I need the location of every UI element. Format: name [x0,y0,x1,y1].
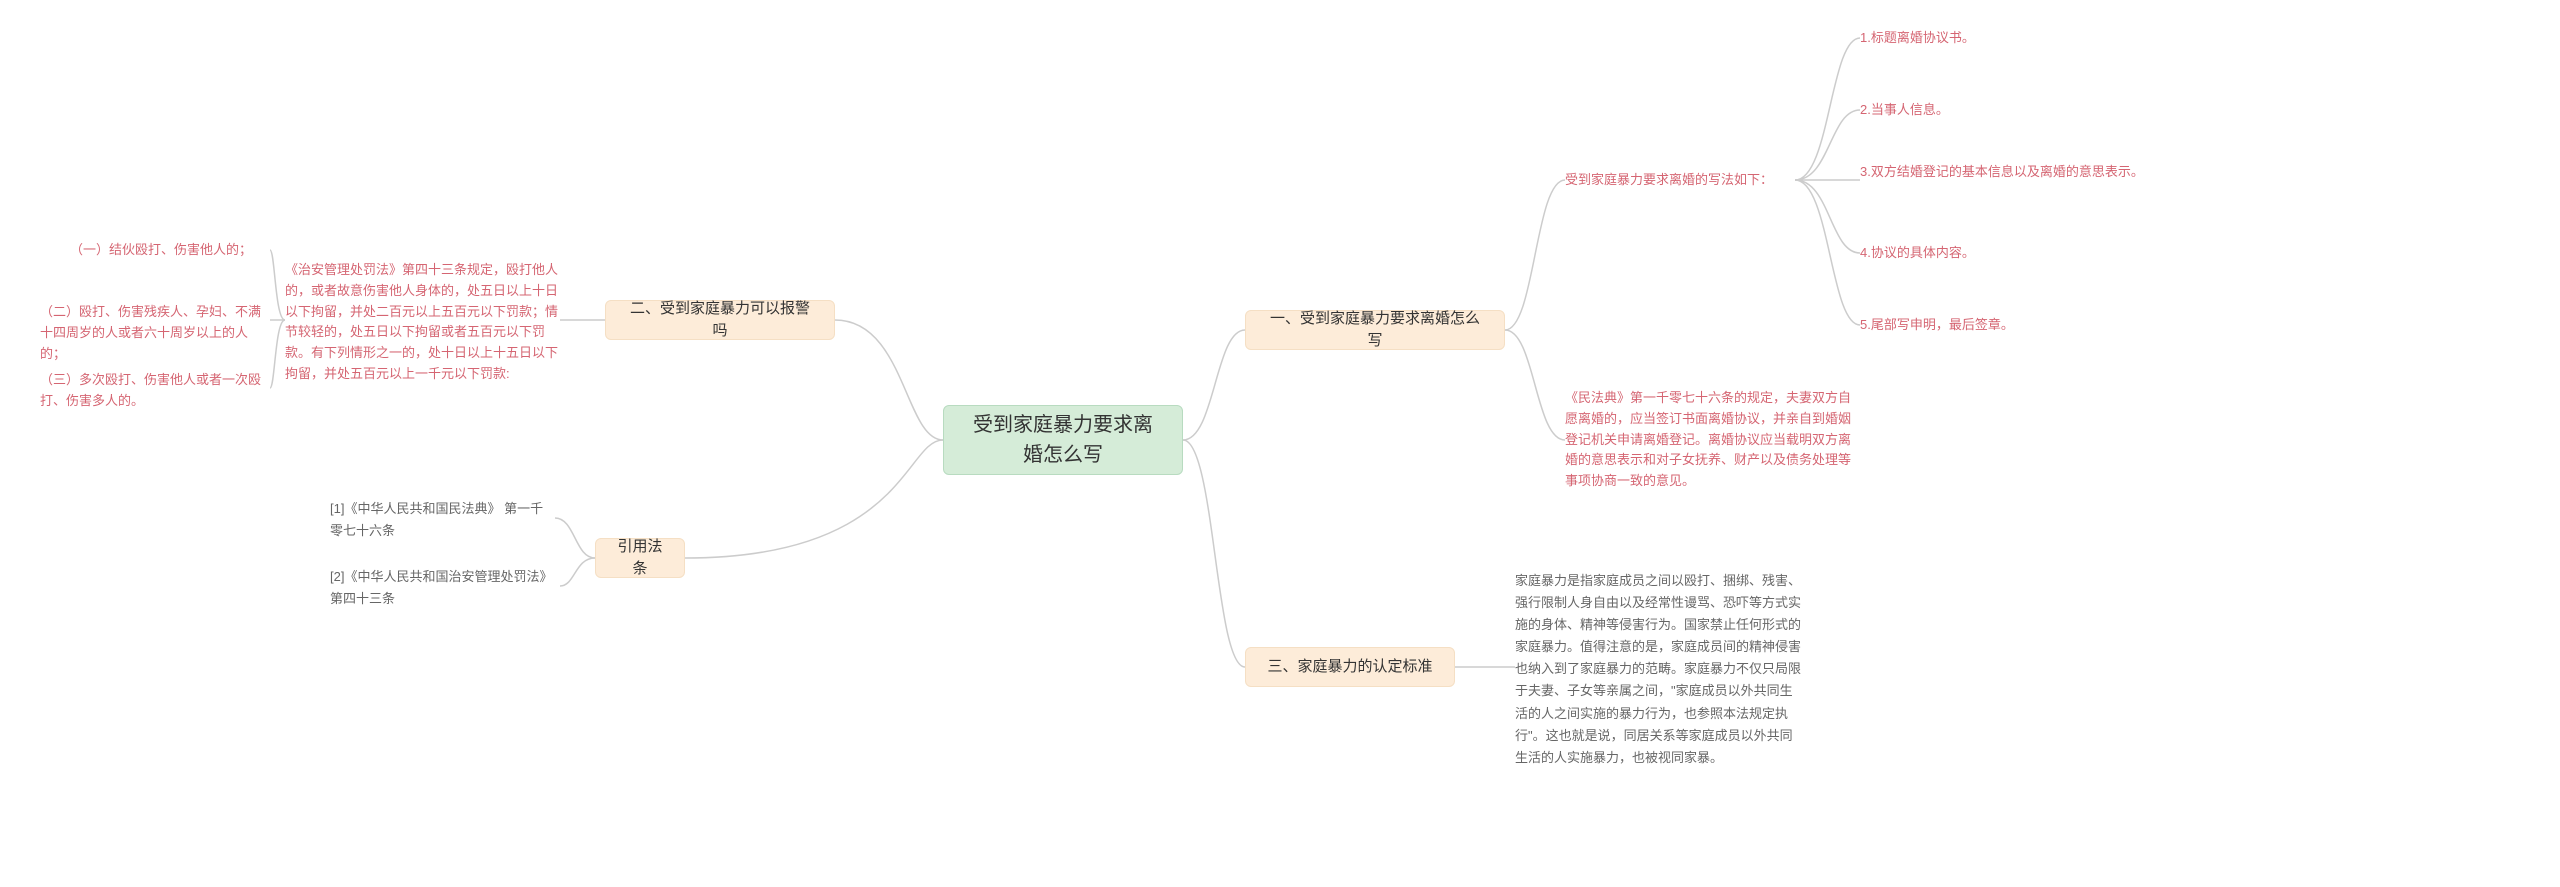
root-text: 受到家庭暴力要求离婚怎么写 [972,410,1154,470]
connector-2 [835,320,943,440]
connector-12 [270,250,285,320]
connector-7 [1795,110,1860,180]
connector-10 [1795,180,1860,325]
leaf-l4_1: [1]《中华人民共和国民法典》 第一千零七十六条 [330,498,555,542]
connector-6 [1795,38,1860,180]
connector-3 [685,440,943,558]
connector-0 [1183,330,1245,440]
branch-sec3: 三、家庭暴力的认定标准 [1245,647,1455,687]
leaf-l2_2: （二）殴打、伤害残疾人、孕妇、不满十四周岁的人或者六十周岁以上的人的； [40,302,270,364]
connector-5 [1505,330,1565,440]
branch-sec4: 引用法条 [595,538,685,578]
leaf-l3_main: 家庭暴力是指家庭成员之间以殴打、捆绑、残害、强行限制人身自由以及经常性谩骂、恐吓… [1515,570,1805,769]
leaf-l2_1: （一）结伙殴打、伤害他人的； [70,240,270,261]
connector-9 [1795,180,1860,253]
root-node: 受到家庭暴力要求离婚怎么写 [943,405,1183,475]
branch-sec2: 二、受到家庭暴力可以报警吗 [605,300,835,340]
leaf-l1_1: 1.标题离婚协议书。 [1860,28,2020,49]
leaf-l1_5: 5.尾部写申明，最后签章。 [1860,315,2040,336]
leaf-l1_3: 3.双方结婚登记的基本信息以及离婚的意思表示。 [1860,162,2150,183]
leaf-l4_2: [2]《中华人民共和国治安管理处罚法》 第四十三条 [330,566,560,610]
leaf-l1_intro: 受到家庭暴力要求离婚的写法如下： [1565,170,1795,191]
leaf-l2_3: （三）多次殴打、伤害他人或者一次殴打、伤害多人的。 [40,370,270,412]
connector-14 [270,320,285,388]
leaf-l1_4: 4.协议的具体内容。 [1860,243,2010,264]
leaf-l1_2: 2.当事人信息。 [1860,100,1990,121]
leaf-l2_main: 《治安管理处罚法》第四十三条规定，殴打他人的，或者故意伤害他人身体的，处五日以上… [285,260,560,385]
connector-16 [560,558,595,586]
connector-lines [0,0,2560,887]
leaf-l1_law: 《民法典》第一千零七十六条的规定，夫妻双方自愿离婚的，应当签订书面离婚协议，并亲… [1565,388,1855,492]
connector-15 [555,518,595,558]
connector-4 [1505,180,1565,330]
branch-sec1: 一、受到家庭暴力要求离婚怎么写 [1245,310,1505,350]
connector-1 [1183,440,1245,667]
